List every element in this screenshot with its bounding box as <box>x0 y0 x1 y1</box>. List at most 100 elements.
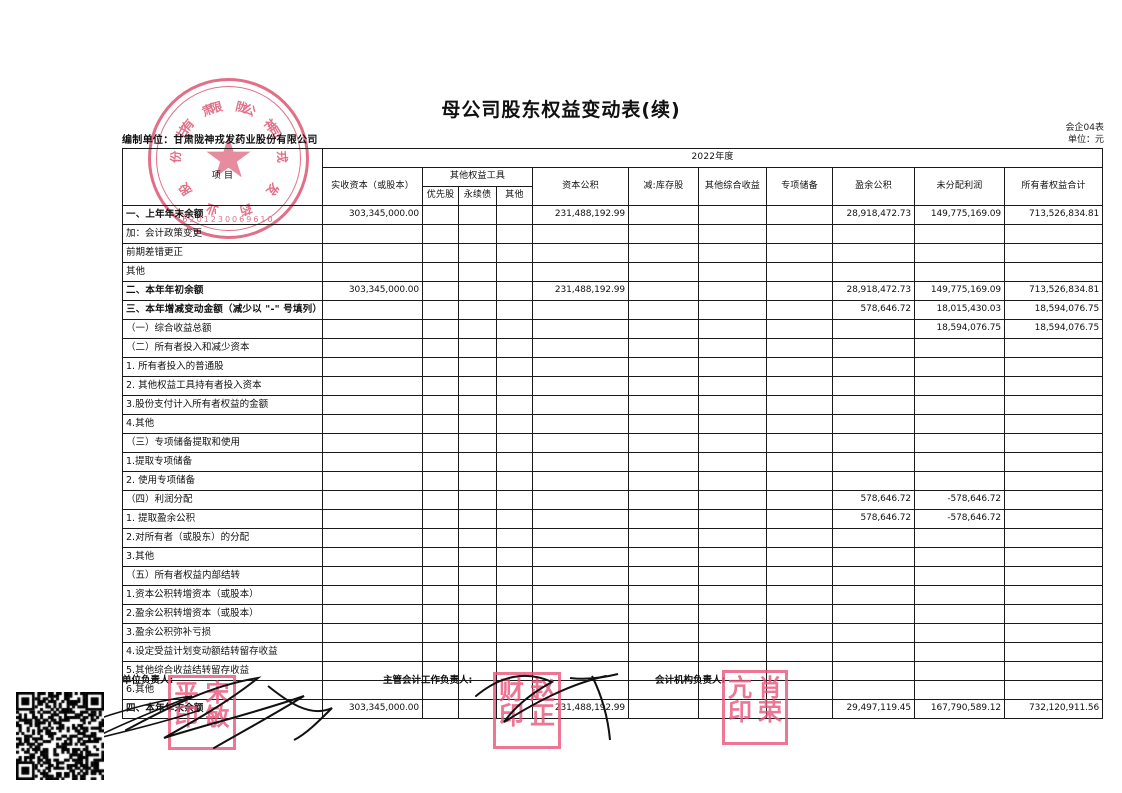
cell-value <box>496 357 533 377</box>
table-row: 4.其他 <box>122 414 1104 434</box>
cell-value <box>832 547 915 567</box>
table-row: （五）所有者权益内部结转 <box>122 566 1104 586</box>
cell-value: 303,345,000.00 <box>322 699 423 719</box>
row-label: （一）综合收益总额 <box>122 319 323 339</box>
cell-value: 578,646.72 <box>832 490 915 510</box>
cell-value <box>422 338 459 358</box>
cell-value <box>914 452 1005 472</box>
cell-value: 167,790,589.12 <box>914 699 1005 719</box>
cell-value <box>832 566 915 586</box>
cell-value <box>698 623 767 643</box>
cell-value <box>698 547 767 567</box>
cell-value <box>766 699 833 719</box>
cell-value <box>458 338 497 358</box>
cell-value <box>1003 395 1104 415</box>
cell-value <box>766 585 833 605</box>
cell-value <box>1003 262 1104 282</box>
equity-change-table-wrap: 项 目 2022年度 实收资本（或股本） 其他权益工具 资本公积 减:库存股 其… <box>122 148 1104 719</box>
cell-value <box>496 338 533 358</box>
cell-value <box>1003 566 1104 586</box>
table-row: 2. 使用专项储备 <box>122 471 1104 491</box>
cell-value <box>458 414 497 434</box>
signature-row: 单位负责人: 主管会计工作负责人: 会计机构负责人: <box>0 672 1122 702</box>
cell-value <box>532 604 629 624</box>
cell-value <box>496 414 533 434</box>
cell-value <box>628 357 699 377</box>
table-body: 一、上年年末余额 303,345,000.00 231,488,192.99 28,9… <box>122 205 1104 719</box>
cell-value <box>766 414 833 434</box>
cell-value <box>532 395 629 415</box>
table-row: 三、本年增减变动金额（减少以 "-" 号填列） 578,646.72 18,015,… <box>122 300 1104 320</box>
cell-value <box>322 414 423 434</box>
cell-value <box>628 414 699 434</box>
cell-value <box>496 490 533 510</box>
cell-value <box>322 395 423 415</box>
cell-value <box>698 357 767 377</box>
table-row: 2.对所有者（或股东）的分配 <box>122 528 1104 548</box>
cell-value <box>832 642 915 662</box>
cell-value <box>766 433 833 453</box>
table-row: 加：会计政策变更 <box>122 224 1104 244</box>
cell-value <box>698 604 767 624</box>
cell-value <box>322 642 423 662</box>
cell-value <box>322 433 423 453</box>
cell-value <box>914 376 1005 396</box>
cell-value <box>496 471 533 491</box>
row-label: （四）利润分配 <box>122 490 323 510</box>
cell-value <box>496 243 533 263</box>
cell-value <box>698 281 767 301</box>
table-row: 3.盈余公积弥补亏损 <box>122 623 1104 643</box>
cell-value <box>532 528 629 548</box>
cell-value <box>322 623 423 643</box>
cell-value <box>422 376 459 396</box>
cell-value <box>532 338 629 358</box>
cell-value <box>766 205 833 225</box>
cell-value <box>322 319 423 339</box>
cell-value: 18,015,430.03 <box>914 300 1005 320</box>
cell-value <box>322 452 423 472</box>
cell-value: 231,488,192.99 <box>532 699 629 719</box>
row-label: 1.资本公积转增资本（或股本） <box>122 585 323 605</box>
cell-value <box>1003 357 1104 377</box>
table-row: 1.提取专项储备 <box>122 452 1104 472</box>
row-label: （二）所有者投入和减少资本 <box>122 338 323 358</box>
cell-value <box>766 224 833 244</box>
cell-value <box>766 452 833 472</box>
cell-value <box>496 452 533 472</box>
cell-value: 28,918,472.73 <box>832 281 915 301</box>
cell-value <box>458 205 497 225</box>
cell-value <box>322 224 423 244</box>
cell-value <box>698 509 767 529</box>
cell-value <box>1003 528 1104 548</box>
cell-value <box>496 262 533 282</box>
cell-value <box>1003 338 1104 358</box>
cell-value <box>496 395 533 415</box>
cell-value <box>496 699 533 719</box>
col-other-comprehensive-income: 其他综合收益 <box>698 167 767 206</box>
col-period: 2022年度 <box>321 148 1104 168</box>
cell-value: 149,775,169.09 <box>914 205 1005 225</box>
cell-value <box>1003 623 1104 643</box>
cell-value <box>766 319 833 339</box>
cell-value <box>766 395 833 415</box>
row-label: 2.盈余公积转增资本（或股本） <box>122 604 323 624</box>
cell-value <box>628 623 699 643</box>
cell-value: 303,345,000.00 <box>322 281 423 301</box>
cell-value <box>532 452 629 472</box>
table-row: 3.股份支付计入所有者权益的金额 <box>122 395 1104 415</box>
cell-value <box>832 604 915 624</box>
cell-value <box>322 509 423 529</box>
cell-value <box>698 376 767 396</box>
cell-value: 28,918,472.73 <box>832 205 915 225</box>
cell-value <box>532 300 629 320</box>
cell-value <box>496 528 533 548</box>
cell-value <box>628 585 699 605</box>
header-row-period: 项 目 2022年度 <box>122 148 1104 206</box>
cell-value <box>698 338 767 358</box>
cell-value <box>698 699 767 719</box>
cell-value <box>458 452 497 472</box>
table-row: 4.设定受益计划变动额结转留存收益 <box>122 642 1104 662</box>
cell-value <box>628 471 699 491</box>
cell-value <box>422 224 459 244</box>
cell-value <box>766 376 833 396</box>
